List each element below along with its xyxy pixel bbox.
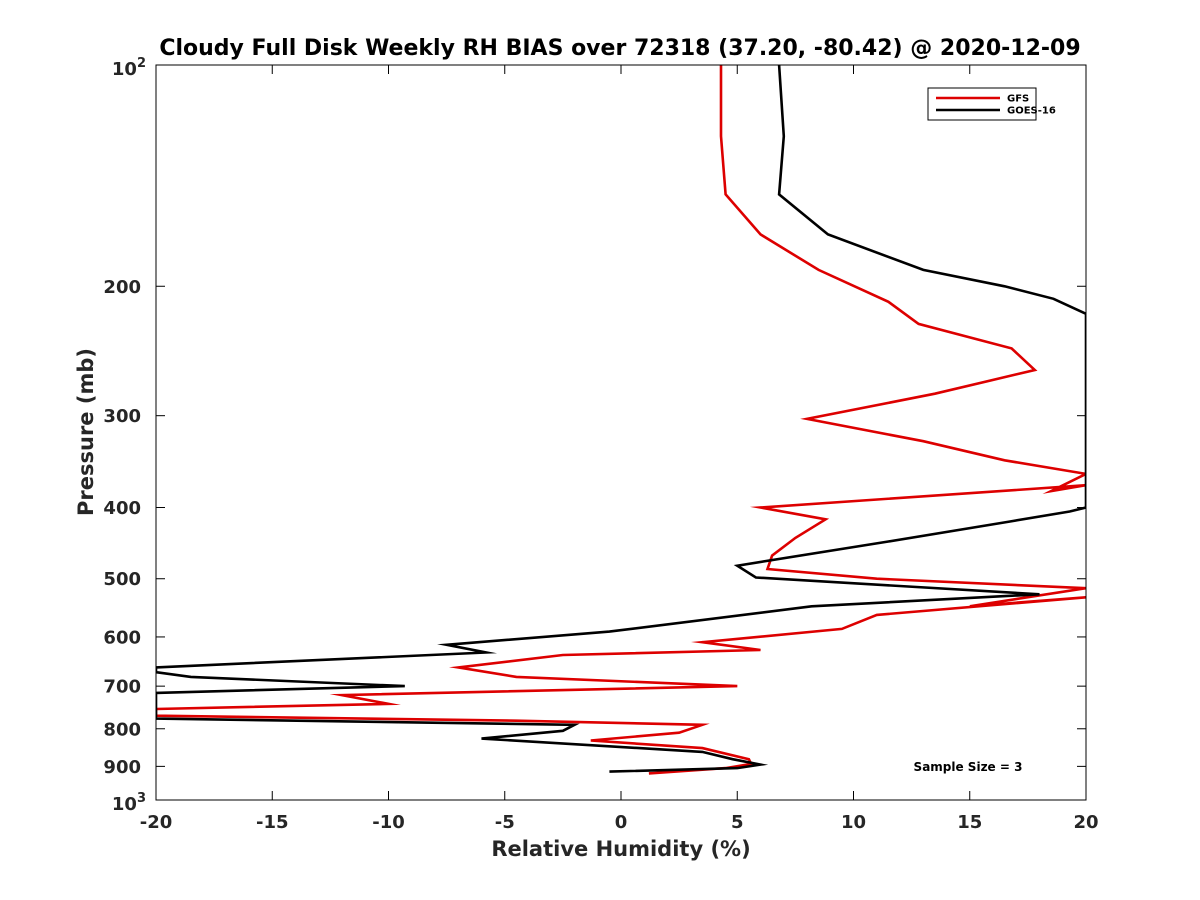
y-tick-label: 103 (112, 791, 146, 815)
ticks-layer: -20 -15 -10 -5 0 5 10 15 20 102 200 300 400 500 600 700… (103, 56, 1098, 833)
y-tick-label: 400 (103, 498, 141, 519)
y-axis-label: Pressure (mb) (74, 348, 98, 516)
y-tick-label: 500 (103, 569, 141, 590)
y-tick-label: 102 (112, 56, 146, 80)
x-tick-label: -20 (140, 812, 173, 833)
y-tick-label: 700 (103, 677, 141, 698)
y-tick-label: 900 (103, 757, 141, 778)
series-line-goes16 (156, 65, 1086, 773)
y-tick-label: 600 (103, 627, 141, 648)
x-tick-label: 20 (1073, 812, 1098, 833)
y-tick-label: 300 (103, 406, 141, 427)
series-layer (156, 65, 1086, 775)
chart-title: Cloudy Full Disk Weekly RH BIAS over 723… (159, 36, 1080, 61)
y-tick-label: 800 (103, 719, 141, 740)
x-tick-label: 5 (731, 812, 744, 833)
x-tick-label: 10 (841, 812, 866, 833)
series-line-gfs (156, 65, 1086, 775)
y-tick-label: 200 (103, 277, 141, 298)
legend-label-gfs: GFS (1007, 94, 1029, 105)
x-tick-label: -5 (495, 812, 515, 833)
legend-box (927, 87, 1037, 121)
x-tick-label: -15 (256, 812, 289, 833)
x-tick-label: -10 (372, 812, 405, 833)
plot-area: -20 -15 -10 -5 0 5 10 15 20 102 200 300 400 500 600 700… (103, 56, 1098, 833)
legend: GFS GOES-16 (927, 87, 1056, 121)
legend-label-goes16: GOES-16 (1007, 106, 1056, 117)
x-tick-label: 15 (957, 812, 982, 833)
x-tick-label: 0 (615, 812, 628, 833)
sample-size-annotation: Sample Size = 3 (914, 760, 1023, 774)
x-axis-label: Relative Humidity (%) (491, 837, 750, 861)
